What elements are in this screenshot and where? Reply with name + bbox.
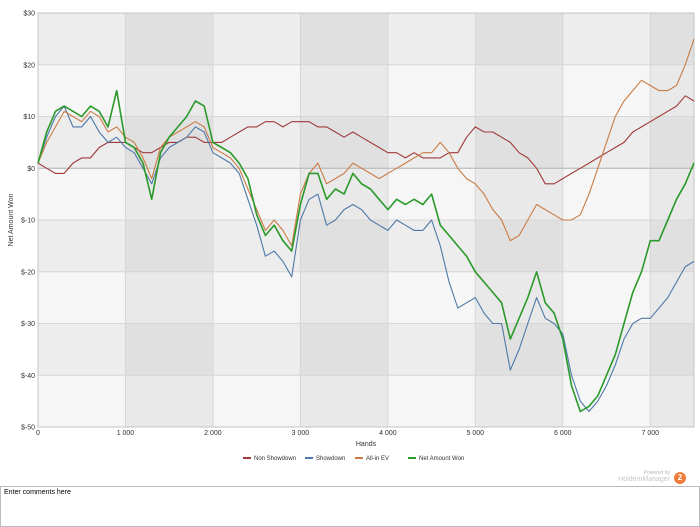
series-lines xyxy=(37,38,695,413)
series-line-all-in-ev xyxy=(37,38,695,247)
y-tick-label: $-10 xyxy=(21,218,35,225)
series-line-net-amount-won xyxy=(37,89,695,413)
y-band xyxy=(38,13,694,65)
brand-logo-icon: 2 xyxy=(674,472,686,484)
y-band xyxy=(38,324,694,376)
y-tick-label: $10 xyxy=(23,114,35,121)
y-tick-label: $-30 xyxy=(21,321,35,328)
comments-placeholder: Enter comments here xyxy=(4,489,71,496)
comments-textbox[interactable]: Enter comments here xyxy=(0,486,700,527)
y-band xyxy=(38,220,694,272)
x-tick-label: 6 000 xyxy=(554,430,572,437)
series-line-non-showdown xyxy=(37,95,695,185)
y-tick-label: $-50 xyxy=(21,425,35,432)
legend-label: Net Amount Won xyxy=(419,456,464,462)
x-tick-label: 7 000 xyxy=(642,430,660,437)
x-tick-label: 3 000 xyxy=(292,430,310,437)
line-chart: $30 $20 $10 $0 $-10 $-20 $-30 $-40 $-50 0 1 000 2 … xyxy=(8,11,695,462)
powered-by-text: Powered by xyxy=(643,470,670,476)
legend-label: Non Showdown xyxy=(254,456,296,462)
y-axis-title: Net Amount Won xyxy=(8,194,15,247)
x-tick-label: 2 000 xyxy=(204,430,222,437)
y-tick-label: $0 xyxy=(27,166,35,173)
series-line-showdown xyxy=(37,105,695,413)
x-axis-title: Hands xyxy=(356,441,377,448)
powered-by-watermark: Powered by HoldemManager 2 xyxy=(612,470,692,486)
x-tick-label: 5 000 xyxy=(467,430,485,437)
y-axis-ticks: $30 $20 $10 $0 $-10 $-20 $-30 $-40 $-50 xyxy=(21,11,35,432)
y-tick-label: $20 xyxy=(23,62,35,69)
legend: Non Showdown Showdown All-in EV Net Amount … xyxy=(243,456,464,462)
y-tick-label: $-20 xyxy=(21,269,35,276)
legend-label: Showdown xyxy=(316,456,345,462)
x-axis-ticks: 0 1 000 2 000 3 000 4 000 5 000 6 000 7 000 xyxy=(36,430,659,437)
x-tick-label: 1 000 xyxy=(117,430,135,437)
x-tick-label: 0 xyxy=(36,430,40,437)
y-tick-label: $30 xyxy=(23,11,35,18)
chart-area: $30 $20 $10 $0 $-10 $-20 $-30 $-40 $-50 0 1 000 2 … xyxy=(8,11,695,462)
y-band xyxy=(38,117,694,169)
x-tick-label: 4 000 xyxy=(379,430,397,437)
plot-border xyxy=(37,12,695,428)
legend-label: All-in EV xyxy=(366,456,389,462)
brand-text: HoldemManager xyxy=(618,476,670,483)
y-tick-label: $-40 xyxy=(21,373,35,380)
